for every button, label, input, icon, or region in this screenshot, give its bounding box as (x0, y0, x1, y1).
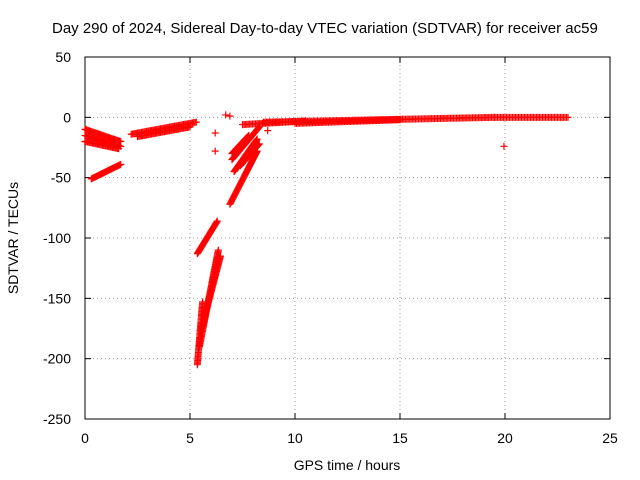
data-point (254, 141, 262, 149)
y-tick-label: -50 (51, 170, 71, 186)
data-point (564, 113, 572, 121)
data-point (253, 136, 261, 144)
data-point (243, 133, 251, 141)
x-tick-label: 5 (186, 430, 194, 446)
x-tick-label: 10 (287, 430, 303, 446)
data-point (186, 123, 194, 131)
isolated-data-point (226, 112, 234, 120)
isolated-data-point (500, 142, 508, 150)
chart-title: Day 290 of 2024, Sidereal Day-to-day VTE… (52, 20, 598, 37)
data-point (253, 135, 261, 143)
data-point (214, 246, 222, 254)
axis-ticks (84, 56, 611, 420)
x-tick-label: 15 (392, 430, 408, 446)
isolated-data-point (82, 125, 90, 133)
y-tick-label: 0 (63, 109, 71, 125)
isolated-data-point (81, 137, 89, 145)
data-point (117, 160, 125, 168)
x-axis-label: GPS time / hours (294, 457, 401, 473)
y-axis-label: SDTVAR / TECUs (5, 182, 21, 294)
grid-lines (85, 57, 610, 419)
data-point (216, 252, 224, 260)
y-tick-label: 50 (55, 49, 71, 65)
x-tick-label: 25 (602, 430, 618, 446)
y-tick-label: -150 (43, 290, 71, 306)
isolated-data-point (211, 147, 219, 155)
y-tick-label: -200 (43, 351, 71, 367)
data-point (255, 140, 263, 148)
x-tick-label: 20 (497, 430, 513, 446)
plot-frame (84, 56, 611, 420)
isolated-data-point (264, 127, 272, 135)
data-point (244, 132, 252, 140)
y-tick-labels: -250 -200 -150 -100 -50 0 50 (43, 49, 71, 427)
isolated-data-point (222, 111, 230, 119)
data-point (213, 217, 221, 225)
isolated-data-point (211, 129, 219, 137)
x-tick-label: 0 (81, 430, 89, 446)
data-point (245, 131, 253, 139)
y-tick-label: -250 (43, 411, 71, 427)
data-points (81, 111, 572, 369)
data-point (192, 118, 200, 126)
data-point (115, 145, 123, 153)
y-tick-label: -100 (43, 230, 71, 246)
data-point (396, 116, 404, 124)
x-tick-labels: 0 5 10 15 20 25 (81, 430, 618, 446)
data-point (255, 141, 263, 149)
